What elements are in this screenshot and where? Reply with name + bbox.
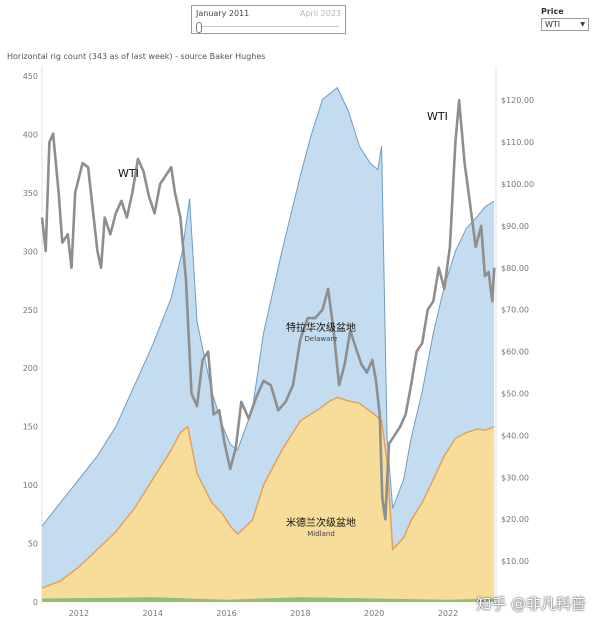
range-start-label: January 2011: [196, 9, 250, 18]
x-tick-label: 2022: [438, 609, 458, 618]
y-left-tick-label: 150: [23, 423, 38, 432]
midland-label-en: Midland: [307, 530, 335, 538]
midland-label-cn: 米德兰次级盆地: [286, 516, 356, 529]
y-right-tick-label: $20.00: [501, 515, 529, 524]
wti-label-1: WTI: [118, 167, 139, 180]
y-right-tick-label: $120.00: [501, 96, 534, 105]
x-tick-label: 2020: [364, 609, 384, 618]
right-margin: [534, 66, 598, 624]
x-tick-label: 2012: [69, 609, 89, 618]
y-right-tick-label: $70.00: [501, 306, 529, 315]
rig-count-chart: 0 50 100 150 200 250 300 350 400 450 $10.00 $20.00 $…: [23, 66, 598, 624]
y-left-tick-label: 350: [23, 189, 38, 198]
y-right-tick-label: $10.00: [501, 557, 529, 566]
y-right-tick-label: $50.00: [501, 390, 529, 399]
chart-area: 0 50 100 150 200 250 300 350 400 450 $10.00 $20.00 $…: [0, 66, 600, 624]
range-slider-handle[interactable]: [196, 22, 202, 33]
y-right-tick-label: $90.00: [501, 222, 529, 231]
y-right-tick-label: $80.00: [501, 264, 529, 273]
price-dropdown[interactable]: WTI ▼: [541, 18, 589, 31]
y-right-tick-label: $40.00: [501, 431, 529, 440]
y-right-tick-label: $100.00: [501, 180, 534, 189]
y-left-tick-label: 0: [33, 598, 38, 607]
x-tick-label: 2014: [143, 609, 163, 618]
range-slider-track[interactable]: [198, 26, 339, 27]
y-left-tick-label: 100: [23, 481, 38, 490]
delaware-label-en: Delaware: [305, 335, 338, 343]
delaware-label-cn: 特拉华次级盆地: [286, 321, 356, 334]
y-right-tick-label: $30.00: [501, 473, 529, 482]
chart-title: Horizontal rig count (343 as of last wee…: [7, 52, 266, 61]
midland-line: [41, 396, 495, 589]
watermark-text: 知乎 @非凡科普: [476, 595, 586, 613]
y-left-tick-label: 300: [23, 247, 38, 256]
y-right-tick-label: $60.00: [501, 348, 529, 357]
y-left-tick-label: 250: [23, 306, 38, 315]
y-right-tick-label: $110.00: [501, 138, 534, 147]
other-area: [42, 597, 495, 602]
range-end-label: April 2023: [299, 9, 341, 18]
y-left-tick-label: 200: [23, 364, 38, 373]
price-filter-label: Price: [541, 7, 564, 16]
delaware-line: [41, 86, 495, 527]
price-dropdown-value: WTI: [545, 20, 561, 29]
y-left-tick-label: 50: [28, 540, 38, 549]
chevron-down-icon[interactable]: ▼: [580, 21, 585, 28]
wti-price-line: [40, 98, 496, 521]
y-left-tick-label: 400: [23, 130, 38, 139]
y-left-tick-label: 450: [23, 72, 38, 81]
x-tick-label: 2018: [290, 609, 310, 618]
x-tick-label: 2016: [216, 609, 236, 618]
wti-label-2: WTI: [427, 110, 448, 123]
date-range-filter[interactable]: January 2011 April 2023: [191, 5, 346, 34]
